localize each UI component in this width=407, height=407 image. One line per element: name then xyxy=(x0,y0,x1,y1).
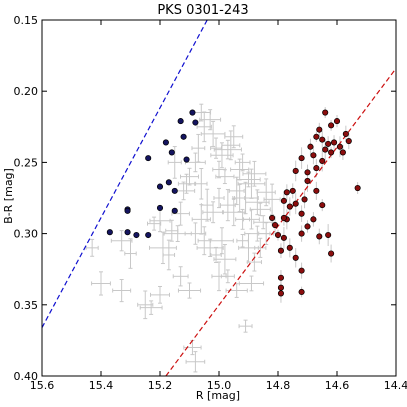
chart-title: PKS 0301-243 xyxy=(157,3,248,18)
blue-data-point xyxy=(165,179,172,186)
red-data-point xyxy=(313,187,320,194)
red-data-point xyxy=(274,231,282,239)
blue-data-point xyxy=(156,183,164,190)
blue-data-point xyxy=(171,187,178,194)
red-data-point xyxy=(339,149,346,156)
x-tick-label: 14.8 xyxy=(266,379,291,392)
red-data-point xyxy=(298,230,305,237)
red-data-point xyxy=(304,169,311,176)
red-data-point xyxy=(298,267,305,274)
blue-data-point xyxy=(180,133,187,140)
blue-data-point xyxy=(106,229,113,236)
red-data-point xyxy=(286,244,293,251)
red-data-point xyxy=(322,146,329,153)
red-data-point xyxy=(289,187,296,194)
red-data-point xyxy=(319,136,326,143)
red-data-point xyxy=(325,231,332,239)
red-data-point xyxy=(313,133,320,140)
x-axis-ticks: 15.6 15.4 15.2 15.0 14.8 14.6 14.4 xyxy=(30,20,407,392)
red-data-point xyxy=(336,143,344,150)
y-tick-label: 0.20 xyxy=(14,85,39,98)
red-data-point xyxy=(345,137,352,145)
x-tick-label: 14.4 xyxy=(384,379,407,392)
red-data-point xyxy=(292,167,299,174)
y-tick-label: 0.25 xyxy=(14,156,39,169)
red-data-point xyxy=(286,203,293,210)
red-data-point xyxy=(271,222,279,229)
red-data-point xyxy=(342,130,349,137)
red-data-point xyxy=(330,139,338,146)
y-tick-label: 0.40 xyxy=(14,370,39,383)
red-data-point xyxy=(292,200,299,207)
blue-data-point xyxy=(171,207,178,214)
red-data-point xyxy=(316,126,323,133)
red-data-point xyxy=(328,149,335,156)
red-data-point xyxy=(277,284,285,291)
red-data-point xyxy=(277,247,285,254)
red-data-point xyxy=(307,143,314,150)
red-data-point xyxy=(277,274,285,281)
red-data-point xyxy=(304,223,311,230)
blue-data-point xyxy=(189,109,196,116)
blue-data-point xyxy=(168,149,175,156)
red-data-point xyxy=(328,250,335,257)
error-bars xyxy=(85,103,359,373)
red-data-point xyxy=(319,202,326,209)
y-tick-label: 0.35 xyxy=(14,299,39,312)
blue-data-point xyxy=(124,229,131,236)
red-data-point xyxy=(333,118,341,125)
blue-data-point xyxy=(183,156,190,163)
blue-data-point xyxy=(156,204,164,212)
blue-data-point xyxy=(162,139,169,146)
y-axis-ticks: 0.15 0.20 0.25 0.30 0.35 0.40 xyxy=(14,14,396,383)
y-tick-label: 0.30 xyxy=(14,228,39,241)
red-data-point xyxy=(283,189,290,196)
blue-data-point xyxy=(145,155,152,162)
blue-data-point xyxy=(133,231,140,239)
red-data-point xyxy=(322,109,329,116)
red-data-point xyxy=(280,234,287,241)
y-axis-label: B-R [mag] xyxy=(2,168,15,224)
blue-data-point xyxy=(192,119,199,126)
x-tick-label: 15.4 xyxy=(89,379,114,392)
red-data-point xyxy=(310,216,317,223)
blue-data-point xyxy=(145,231,152,239)
red-data-point xyxy=(277,290,285,297)
blue-reference-line xyxy=(42,20,208,328)
red-data-point xyxy=(298,155,305,162)
red-data-point xyxy=(269,214,276,221)
x-tick-label: 15.6 xyxy=(30,379,55,392)
blue-data-point xyxy=(177,118,184,125)
x-tick-label: 14.6 xyxy=(325,379,350,392)
reference-lines xyxy=(42,20,396,376)
red-data-point xyxy=(313,165,320,172)
blue-data-point xyxy=(124,207,131,214)
red-data-point xyxy=(280,214,287,221)
red-data-point xyxy=(280,197,287,204)
red-data-point xyxy=(316,233,323,240)
x-tick-label: 15.0 xyxy=(207,379,232,392)
y-tick-label: 0.15 xyxy=(14,14,39,27)
red-data-point xyxy=(298,210,305,217)
red-data-point xyxy=(292,254,299,261)
data-points xyxy=(106,109,361,297)
red-data-point xyxy=(354,184,361,192)
red-data-point xyxy=(319,157,326,165)
x-axis-label: R [mag] xyxy=(196,389,240,402)
red-data-point xyxy=(298,288,305,296)
red-data-point xyxy=(301,196,308,203)
x-tick-label: 15.2 xyxy=(148,379,173,392)
red-data-point xyxy=(325,140,332,147)
red-data-point xyxy=(328,122,335,129)
red-data-point xyxy=(304,177,311,184)
red-data-point xyxy=(310,152,317,159)
red-reference-line xyxy=(165,68,396,376)
